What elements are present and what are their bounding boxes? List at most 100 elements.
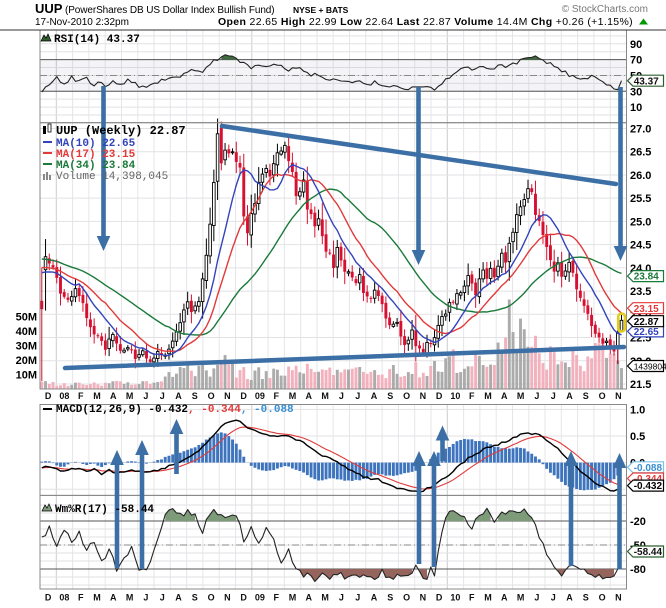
svg-text:N: N <box>615 391 622 401</box>
svg-text:-20: -20 <box>630 516 646 528</box>
svg-text:J: J <box>160 593 165 603</box>
svg-text:J: J <box>339 391 344 401</box>
svg-text:24.5: 24.5 <box>630 240 651 252</box>
svg-text:23.84: 23.84 <box>634 272 659 283</box>
svg-text:Wm%R(17) -58.44: Wm%R(17) -58.44 <box>55 504 154 516</box>
svg-text:M: M <box>321 391 329 401</box>
svg-text:F: F <box>273 391 279 401</box>
svg-text:MACD(12,26,9) -0.432, -0.344,: MACD(12,26,9) -0.432, -0.344, -0.088 <box>56 404 294 416</box>
svg-text:1439804: 1439804 <box>634 362 666 372</box>
svg-text:F: F <box>78 391 84 401</box>
svg-text:-80: -80 <box>630 564 646 576</box>
svg-text:08: 08 <box>59 593 69 603</box>
svg-text:A: A <box>175 391 182 401</box>
svg-text:70: 70 <box>630 55 642 67</box>
svg-text:20M: 20M <box>16 355 37 367</box>
svg-text:D: D <box>45 391 52 401</box>
svg-text:A: A <box>371 391 378 401</box>
svg-text:D: D <box>436 391 443 401</box>
svg-text:25.5: 25.5 <box>630 193 651 205</box>
svg-text:A: A <box>566 391 573 401</box>
svg-text:90: 90 <box>630 39 642 51</box>
svg-text:26.0: 26.0 <box>630 170 651 182</box>
svg-text:S: S <box>583 593 589 603</box>
svg-text:O: O <box>403 391 410 401</box>
svg-text:J: J <box>143 593 148 603</box>
svg-text:A: A <box>110 391 117 401</box>
svg-text:M: M <box>126 391 134 401</box>
svg-text:S: S <box>192 391 198 401</box>
svg-text:F: F <box>469 593 475 603</box>
svg-text:MA(10) 22.65: MA(10) 22.65 <box>56 138 136 150</box>
svg-text:(PowerShares DB US Dollar Inde: (PowerShares DB US Dollar Index Bullish … <box>65 5 274 16</box>
svg-text:J: J <box>551 391 556 401</box>
svg-text:Open 22.65 High 22.99 Low 22.6: Open 22.65 High 22.99 Low 22.64 Last 22.… <box>218 16 633 28</box>
svg-text:N: N <box>224 593 231 603</box>
svg-text:10: 10 <box>630 102 642 114</box>
svg-text:10: 10 <box>450 391 460 401</box>
svg-text:-58.44: -58.44 <box>634 547 663 558</box>
svg-text:S: S <box>387 593 393 603</box>
svg-text:22.87: 22.87 <box>634 317 659 328</box>
svg-text:J: J <box>355 593 360 603</box>
svg-text:N: N <box>420 593 427 603</box>
svg-text:09: 09 <box>255 593 265 603</box>
svg-text:J: J <box>534 391 539 401</box>
svg-text:M: M <box>484 593 492 603</box>
svg-text:M: M <box>517 593 525 603</box>
svg-text:30: 30 <box>630 86 642 98</box>
svg-text:17-Nov-2010 2:32pm: 17-Nov-2010 2:32pm <box>35 17 129 28</box>
svg-text:J: J <box>160 391 165 401</box>
svg-text:-0.088: -0.088 <box>634 463 663 474</box>
svg-text:F: F <box>273 593 279 603</box>
svg-text:09: 09 <box>255 391 265 401</box>
svg-text:50M: 50M <box>16 312 37 324</box>
svg-text:0.5: 0.5 <box>630 431 645 443</box>
svg-text:21.5: 21.5 <box>630 379 651 391</box>
svg-text:D: D <box>240 391 247 401</box>
svg-text:A: A <box>175 593 182 603</box>
svg-text:10: 10 <box>450 593 460 603</box>
svg-text:S: S <box>192 593 198 603</box>
svg-text:1.0: 1.0 <box>630 404 645 416</box>
svg-text:-0.432: -0.432 <box>634 481 663 492</box>
svg-text:23.15: 23.15 <box>634 304 659 315</box>
svg-text:M: M <box>484 391 492 401</box>
svg-text:UUP (Weekly) 22.87: UUP (Weekly) 22.87 <box>56 124 186 138</box>
svg-text:MA(17) 23.15: MA(17) 23.15 <box>56 149 136 161</box>
svg-text:D: D <box>45 593 52 603</box>
svg-text:A: A <box>501 391 508 401</box>
svg-text:M: M <box>126 593 134 603</box>
svg-text:J: J <box>143 391 148 401</box>
svg-text:J: J <box>355 391 360 401</box>
svg-text:D: D <box>240 593 247 603</box>
svg-text:A: A <box>306 593 313 603</box>
svg-text:23.5: 23.5 <box>630 286 651 298</box>
svg-text:M: M <box>289 391 297 401</box>
svg-text:J: J <box>534 593 539 603</box>
svg-text:10M: 10M <box>16 370 37 382</box>
svg-text:A: A <box>501 593 508 603</box>
svg-text:MA(34) 23.84: MA(34) 23.84 <box>56 160 136 172</box>
svg-text:N: N <box>615 593 622 603</box>
svg-text:D: D <box>436 593 443 603</box>
svg-text:RSI(14) 43.37: RSI(14) 43.37 <box>54 34 140 46</box>
svg-text:40M: 40M <box>16 326 37 338</box>
svg-text:22.65: 22.65 <box>634 327 659 338</box>
svg-text:30M: 30M <box>16 341 37 353</box>
svg-text:M: M <box>93 593 101 603</box>
svg-text:M: M <box>93 391 101 401</box>
svg-text:A: A <box>306 391 313 401</box>
svg-text:A: A <box>566 593 573 603</box>
svg-text:26.5: 26.5 <box>630 147 651 159</box>
svg-text:UUP: UUP <box>35 1 63 16</box>
svg-text:NYSE + BATS: NYSE + BATS <box>293 5 349 15</box>
svg-text:N: N <box>420 391 427 401</box>
svg-text:25.0: 25.0 <box>630 216 651 228</box>
svg-text:O: O <box>599 391 606 401</box>
svg-text:M: M <box>289 593 297 603</box>
svg-text:J: J <box>551 593 556 603</box>
svg-text:F: F <box>469 391 475 401</box>
svg-text:S: S <box>583 391 589 401</box>
svg-text:O: O <box>403 593 410 603</box>
